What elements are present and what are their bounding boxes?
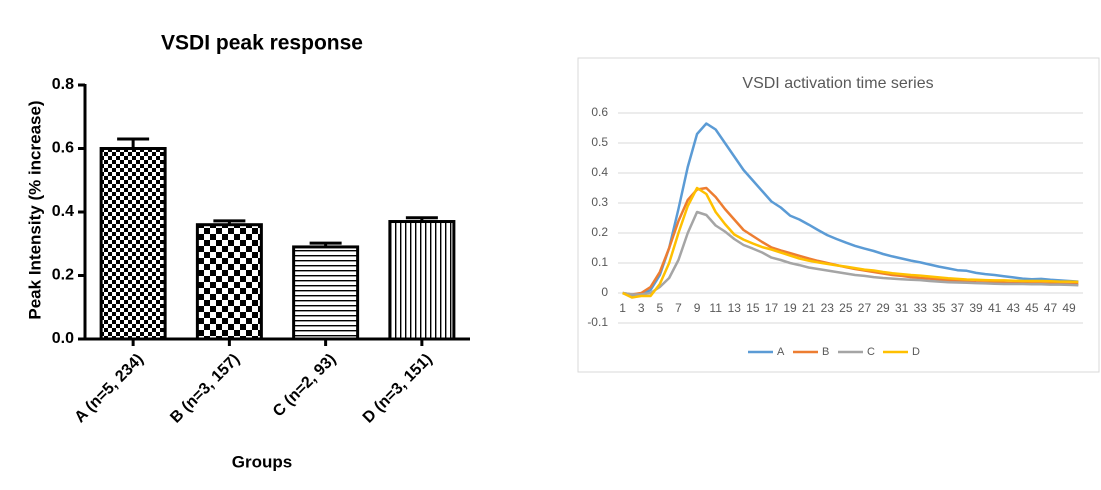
x-axis-label: Groups xyxy=(232,452,292,471)
bar xyxy=(195,223,263,341)
y-tick-label: 0.6 xyxy=(52,140,74,157)
x-tick-label: 7 xyxy=(675,301,682,315)
x-tick-label: 21 xyxy=(802,301,816,315)
y-tick-label: 0.2 xyxy=(591,225,608,239)
y-tick-label: 0 xyxy=(601,285,608,299)
x-tick-label: 49 xyxy=(1062,301,1076,315)
x-tick-label: 45 xyxy=(1025,301,1039,315)
bar xyxy=(292,245,360,341)
legend-label: D xyxy=(912,346,920,358)
x-tick-label: C (n=2, 93) xyxy=(270,351,340,421)
y-tick-label: 0.3 xyxy=(591,195,608,209)
legend-label: B xyxy=(822,346,829,358)
x-tick-label: 19 xyxy=(783,301,797,315)
y-tick-label: 0.4 xyxy=(591,165,608,179)
x-tick-label: 25 xyxy=(839,301,853,315)
x-tick-label: 27 xyxy=(858,301,872,315)
x-tick-label: 33 xyxy=(914,301,928,315)
x-tick-label: 1 xyxy=(619,301,626,315)
x-tick-label: 13 xyxy=(728,301,742,315)
series-line xyxy=(622,186,1079,299)
x-tick-label: D (n=3, 151) xyxy=(360,351,436,427)
y-tick-label: -0.1 xyxy=(587,315,608,329)
y-tick-label: 0.8 xyxy=(52,76,74,93)
x-tick-label: 9 xyxy=(694,301,701,315)
x-tick-label: 43 xyxy=(1007,301,1021,315)
y-tick-label: 0.6 xyxy=(591,105,608,119)
x-tick-label: A (n=5, 234) xyxy=(72,351,147,426)
legend-label: A xyxy=(777,346,785,358)
x-tick-label: 35 xyxy=(932,301,946,315)
chart-title: VSDI activation time series xyxy=(742,75,933,92)
x-tick-label: 11 xyxy=(709,301,722,315)
x-tick-label: 41 xyxy=(988,301,1002,315)
bar xyxy=(99,147,167,341)
y-tick-label: 0.4 xyxy=(52,203,74,220)
x-tick-label: 5 xyxy=(657,301,664,315)
line-chart: VSDI activation time series -0.1 0 0.1 0.2 0… xyxy=(577,57,1100,373)
x-tick-label: B (n=3, 157) xyxy=(167,351,243,427)
bar xyxy=(388,220,456,341)
x-tick-label: 37 xyxy=(951,301,965,315)
series-line xyxy=(622,210,1079,296)
y-axis-label: Peak Intensity (% increase) xyxy=(25,100,44,319)
x-tick-label: 23 xyxy=(821,301,835,315)
chart-frame xyxy=(577,57,1100,373)
series-line xyxy=(622,122,1079,298)
chart-title: VSDI peak response xyxy=(161,32,363,55)
y-tick-label: 0.2 xyxy=(52,267,74,284)
x-tick-label: 47 xyxy=(1044,301,1058,315)
x-tick-label: 31 xyxy=(895,301,909,315)
bar-chart: VSDI peak response Groups Peak Intensity… xyxy=(25,32,470,471)
x-tick-label: 15 xyxy=(746,301,760,315)
legend-label: C xyxy=(867,346,875,358)
x-tick-label: 39 xyxy=(969,301,983,315)
x-tick-label: 3 xyxy=(638,301,645,315)
x-tick-label: 29 xyxy=(876,301,890,315)
y-tick-label: 0.5 xyxy=(591,135,608,149)
y-tick-label: 0.1 xyxy=(591,255,608,269)
x-tick-label: 17 xyxy=(765,301,779,315)
y-tick-label: 0.0 xyxy=(52,330,74,347)
